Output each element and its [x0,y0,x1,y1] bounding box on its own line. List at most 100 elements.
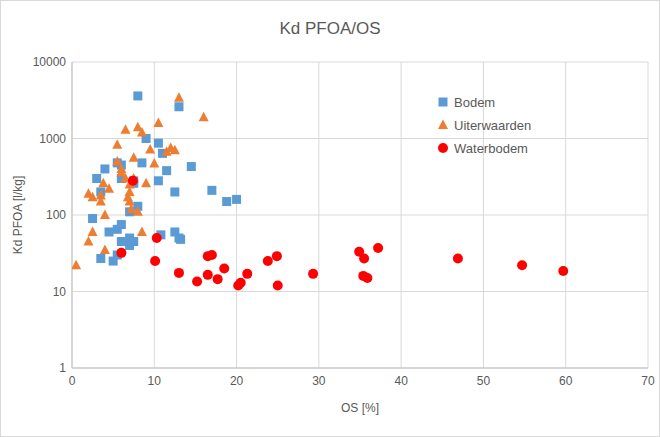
grid-line [72,368,648,369]
point [133,91,142,100]
point [150,256,160,266]
point [133,206,143,216]
point [117,237,126,246]
point [96,254,105,263]
point [128,176,138,186]
point [222,197,231,206]
tick-label: 20 [230,374,244,388]
point [72,260,81,270]
grid-line [72,215,648,216]
tick-label: 10 [53,285,67,299]
point [359,254,369,264]
grid-line [72,62,648,63]
point [137,127,147,137]
x-label: OS [%] [341,401,379,415]
point [263,256,273,266]
tick-label: 100 [46,208,66,222]
point [273,280,283,290]
point [141,178,151,188]
grid-line [401,62,402,368]
tick-label: 10000 [33,55,67,69]
legend-marker [438,120,448,130]
point [83,236,93,246]
point [96,196,106,206]
point [170,145,180,155]
point [154,176,163,185]
point [137,158,146,167]
point [112,156,122,166]
point [154,139,163,148]
grid-line [648,62,649,368]
grid-line [72,62,73,368]
point [88,214,97,223]
point [558,266,568,276]
point [199,112,209,122]
point [174,268,184,278]
point [174,102,183,111]
point [100,244,110,254]
point [203,270,213,280]
legend-label: Bodem [454,95,495,110]
chart-border [1,1,660,437]
point [517,260,527,270]
point [149,158,159,168]
y-axis [72,62,73,368]
plot-area [72,91,568,290]
point [100,210,110,220]
point [153,117,163,127]
tick-label: 1000 [39,132,66,146]
legend: Bodem Uiterwaarden Waterbodem [438,95,531,156]
legend-marker [438,143,448,153]
tick-label: 10 [148,374,162,388]
grid-line [72,291,648,292]
tick-label: 40 [394,374,408,388]
point [104,183,114,193]
point [145,144,155,154]
point [100,164,109,173]
x-axis [72,368,648,369]
point [125,186,135,196]
point [242,269,252,279]
point [88,192,98,202]
point [232,195,241,204]
point [174,92,184,102]
point [98,178,108,188]
point [308,269,318,279]
point [187,162,196,171]
point [129,237,138,246]
grid-line [236,62,237,368]
point [112,139,122,149]
point [152,233,162,243]
point [120,124,130,134]
point [88,226,98,236]
tick-label: 1 [59,361,66,375]
y-label: Kd PFOA [l/kg] [11,176,25,255]
legend-label: Uiterwaarden [454,118,531,133]
point [373,243,383,253]
title: Kd PFOA/OS [279,19,380,38]
tick-label: 50 [477,374,491,388]
grid-line [154,62,155,368]
point [362,273,372,283]
point [192,277,202,287]
point [176,235,185,244]
point [213,274,223,284]
point [453,254,463,264]
point [105,227,114,236]
tick-label: 70 [641,374,655,388]
series [72,92,209,269]
legend-label: Waterbodem [454,141,528,156]
legend-marker [439,98,448,107]
point [272,251,282,261]
point [117,220,126,229]
point [116,248,126,258]
point [219,263,229,273]
series [88,91,241,265]
tick-label: 60 [559,374,573,388]
point [126,203,136,213]
tick-label: 0 [69,374,76,388]
point [92,174,101,183]
chart: 110100100010000010203040506070Kd PFOA/OS… [0,0,660,437]
point [236,278,246,288]
grid-line [318,62,319,368]
